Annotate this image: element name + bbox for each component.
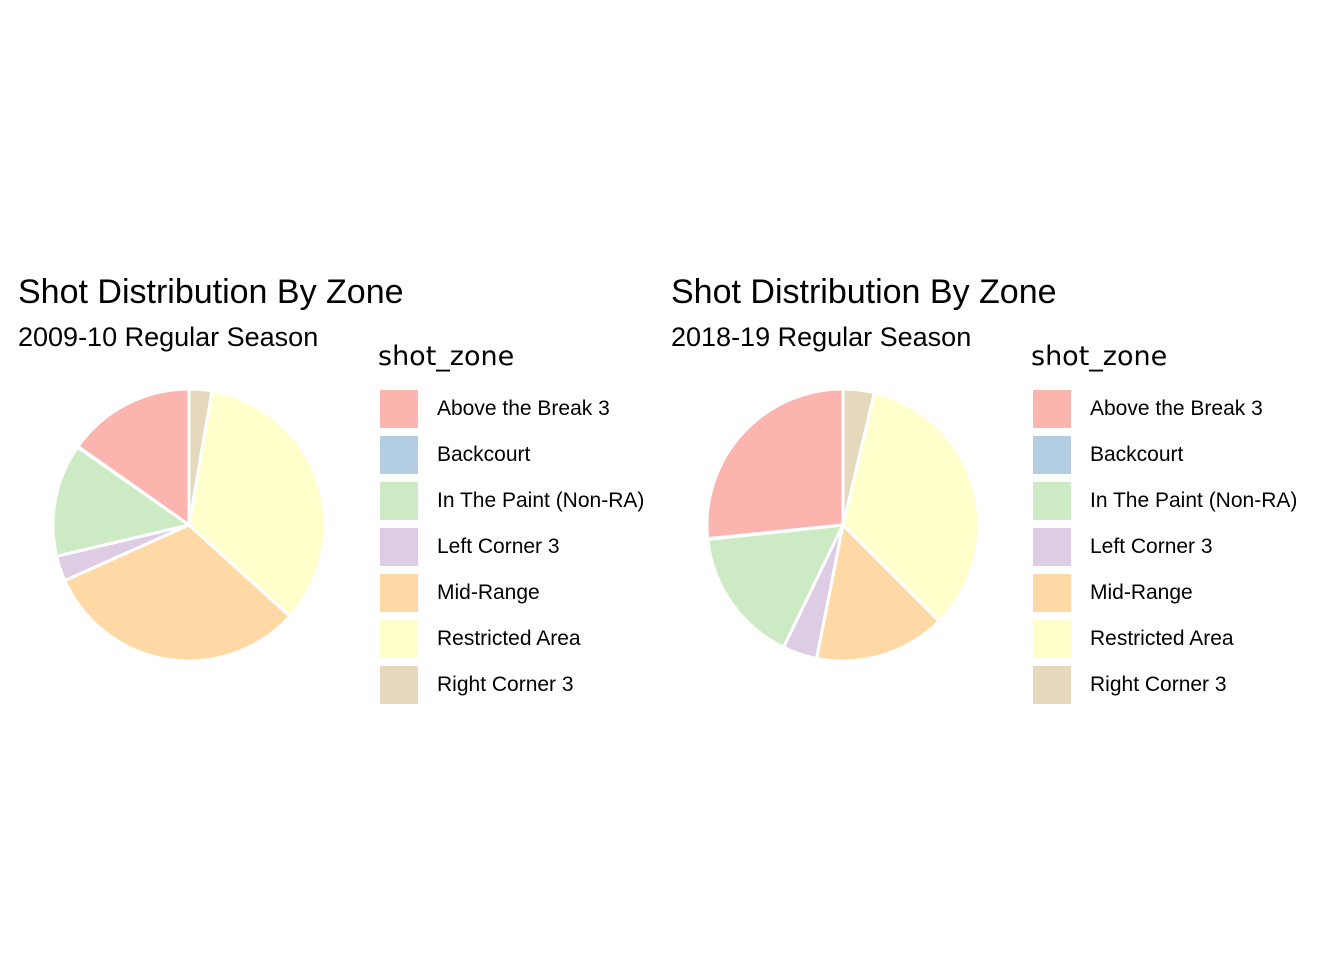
legend-item-backcourt: Backcourt	[378, 432, 644, 478]
legend-key-swatch	[1033, 620, 1071, 658]
legend-label: Backcourt	[437, 443, 531, 466]
legend-key-swatch	[1033, 482, 1071, 520]
legend-label: Right Corner 3	[1090, 673, 1227, 696]
legend-item-mid-range: Mid-Range	[378, 570, 644, 616]
legend-label: Above the Break 3	[1090, 397, 1263, 420]
legend-key-swatch	[380, 436, 418, 474]
pie-slice-right-corner-3	[841, 387, 876, 527]
legend-item-left-corner-3: Left Corner 3	[1031, 524, 1297, 570]
legend-item-in-the-paint-non-ra: In The Paint (Non-RA)	[378, 478, 644, 524]
legend-label: In The Paint (Non-RA)	[437, 489, 645, 512]
legend-key-swatch	[380, 482, 418, 520]
legend-item-restricted-area: Restricted Area	[1031, 616, 1297, 662]
chart-subtitle: 2009-10 Regular Season	[18, 322, 319, 352]
legend-item-mid-range: Mid-Range	[1031, 570, 1297, 616]
legend-key-swatch	[380, 528, 418, 566]
legend-item-left-corner-3: Left Corner 3	[378, 524, 644, 570]
legend-key-swatch	[380, 620, 418, 658]
legend-label: Backcourt	[1090, 443, 1184, 466]
legend-item-right-corner-3: Right Corner 3	[378, 662, 644, 708]
legend-items: Above the Break 3 Backcourt In The Paint (…	[1031, 386, 1297, 708]
legend-item-above-the-break-3: Above the Break 3	[378, 386, 644, 432]
legend-item-above-the-break-3: Above the Break 3	[1031, 386, 1297, 432]
pie-slice-above-the-break-3	[76, 387, 191, 527]
legend-item-restricted-area: Restricted Area	[378, 616, 644, 662]
pie-slice-mid-range	[63, 523, 292, 663]
legend-item-right-corner-3: Right Corner 3	[1031, 662, 1297, 708]
legend-item-in-the-paint-non-ra: In The Paint (Non-RA)	[1031, 478, 1297, 524]
legend: shot_zone Above the Break 3 Backcourt In T…	[1031, 338, 1297, 708]
legend-label: Restricted Area	[437, 627, 581, 650]
chart-panel-2018-19: Shot Distribution By Zone 2018-19 Regula…	[653, 0, 1325, 960]
pie-slice-above-the-break-3	[705, 387, 845, 541]
legend-item-backcourt: Backcourt	[1031, 432, 1297, 478]
pie-chart	[51, 387, 327, 663]
legend-key-swatch	[1033, 390, 1071, 428]
legend-key-swatch	[1033, 436, 1071, 474]
legend-label: Left Corner 3	[1090, 535, 1213, 558]
legend-label: In The Paint (Non-RA)	[1090, 489, 1298, 512]
legend-title: shot_zone	[378, 341, 515, 372]
legend-key-swatch	[1033, 666, 1071, 704]
legend-label: Left Corner 3	[437, 535, 560, 558]
chart-title: Shot Distribution By Zone	[671, 273, 1057, 311]
legend-label: Restricted Area	[1090, 627, 1234, 650]
pie-slice-in-the-paint-non-ra	[706, 523, 845, 649]
chart-subtitle: 2018-19 Regular Season	[671, 322, 972, 352]
legend-label: Above the Break 3	[437, 397, 610, 420]
legend-title: shot_zone	[1031, 341, 1168, 372]
legend-key-swatch	[380, 390, 418, 428]
chart-title: Shot Distribution By Zone	[18, 273, 404, 311]
pie-slice-right-corner-3	[187, 387, 214, 527]
pie-slice-mid-range	[815, 523, 941, 663]
legend-label: Mid-Range	[1090, 581, 1193, 604]
chart-panel-2009-10: Shot Distribution By Zone 2009-10 Regula…	[18, 273, 644, 708]
pie-chart	[705, 387, 981, 663]
legend: shot_zone Above the Break 3 Backcourt In T…	[378, 338, 644, 708]
legend-key-swatch	[380, 666, 418, 704]
legend-label: Right Corner 3	[437, 673, 574, 696]
legend-label: Mid-Range	[437, 581, 540, 604]
legend-key-swatch	[1033, 574, 1071, 612]
pie-slice-restricted-area	[187, 389, 327, 618]
legend-key-swatch	[380, 574, 418, 612]
pie-slice-restricted-area	[841, 391, 981, 623]
legend-items: Above the Break 3 Backcourt In The Paint (…	[378, 386, 644, 708]
legend-key-swatch	[1033, 528, 1071, 566]
pie-slice-in-the-paint-non-ra	[51, 445, 191, 558]
